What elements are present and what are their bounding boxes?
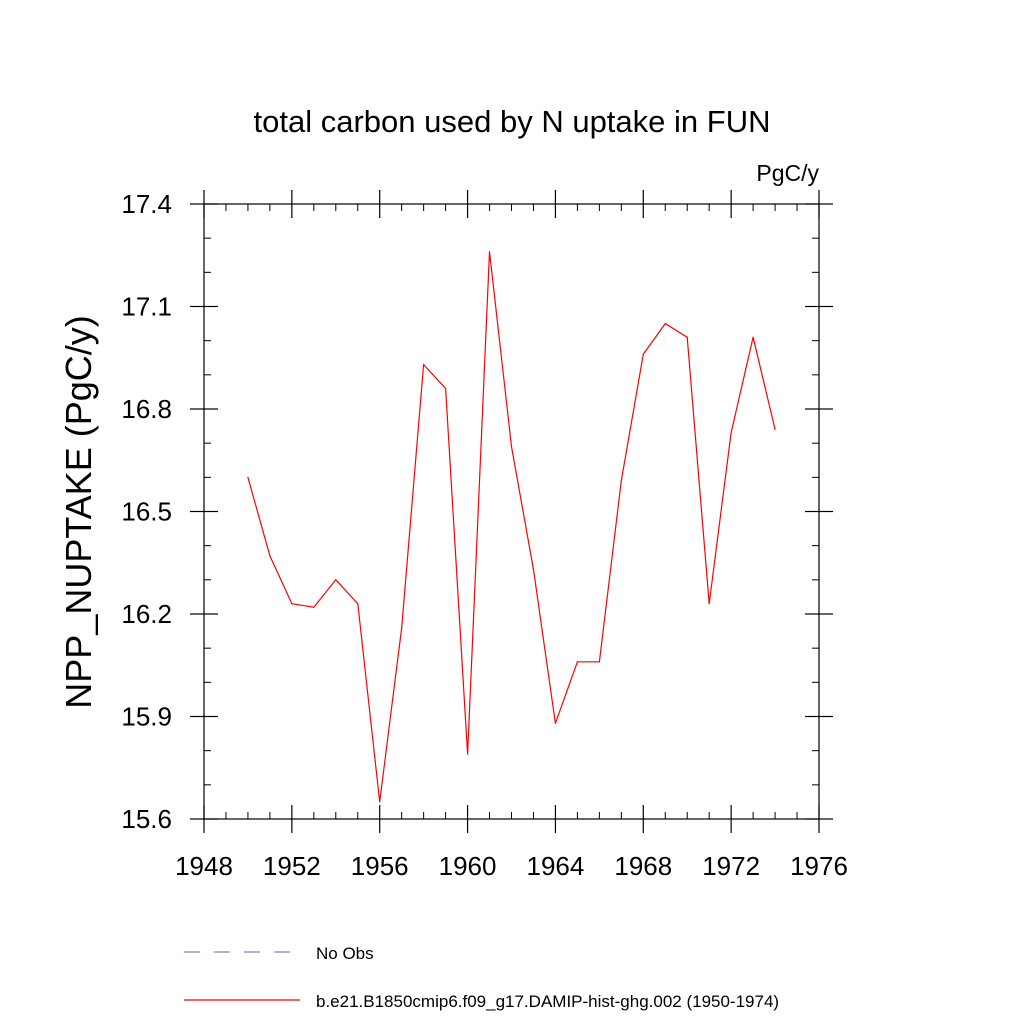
data-point [598, 661, 600, 663]
x-tick-label: 1960 [439, 851, 497, 881]
data-point [730, 432, 732, 434]
data-point [269, 555, 271, 557]
x-tick-label: 1976 [790, 851, 848, 881]
data-point [686, 336, 688, 338]
x-tick-label: 1972 [702, 851, 760, 881]
y-tick-label: 15.6 [121, 804, 172, 834]
data-point [335, 579, 337, 581]
plot-frame [203, 203, 820, 820]
legend-label: No Obs [316, 944, 374, 963]
data-point [576, 661, 578, 663]
data-point [620, 480, 622, 482]
data-point [247, 476, 249, 478]
data-point [401, 627, 403, 629]
legend: No Obs b.e21.B1850cmip6.f09_g17.DAMIP-his… [184, 944, 779, 1011]
units-label: PgC/y [756, 160, 819, 186]
y-tick-label: 17.1 [121, 292, 172, 322]
data-point [708, 603, 710, 605]
x-tick-label: 1952 [263, 851, 321, 881]
data-point [774, 428, 776, 431]
x-tick-label: 1948 [175, 851, 233, 881]
data-point [664, 322, 666, 325]
axis-ticks [190, 190, 833, 833]
data-point [752, 336, 754, 338]
data-point [379, 801, 381, 803]
data-point [466, 753, 469, 755]
data-point [642, 353, 644, 355]
legend-label: b.e21.B1850cmip6.f09_g17.DAMIP-hist-ghg.… [316, 992, 779, 1011]
data-point [510, 445, 513, 448]
y-tick-label: 17.4 [121, 189, 172, 219]
data-point [291, 603, 293, 605]
chart-title: total carbon used by N uptake in FUN [254, 104, 771, 139]
y-tick-label: 15.9 [121, 702, 172, 732]
data-point [423, 363, 425, 366]
series-line [247, 251, 776, 802]
y-tick-label: 16.5 [121, 497, 172, 527]
series-layer [247, 251, 776, 803]
data-point [357, 603, 359, 605]
y-tick-label: 16.2 [121, 599, 172, 629]
x-tick-label: 1964 [527, 851, 585, 881]
data-point [313, 606, 315, 608]
y-tick-label: 16.8 [121, 394, 172, 424]
data-point [532, 568, 535, 571]
data-point [445, 387, 447, 390]
data-point [488, 251, 491, 253]
x-tick-label: 1956 [351, 851, 409, 881]
y-axis-label: NPP_NUPTAKE (PgC/y) [58, 315, 99, 708]
x-tick-label: 1968 [614, 851, 672, 881]
data-point [554, 722, 557, 724]
tick-labels: 1948 1952 1956 1960 1964 1968 1972 1976 15.6 15.9… [121, 189, 848, 881]
